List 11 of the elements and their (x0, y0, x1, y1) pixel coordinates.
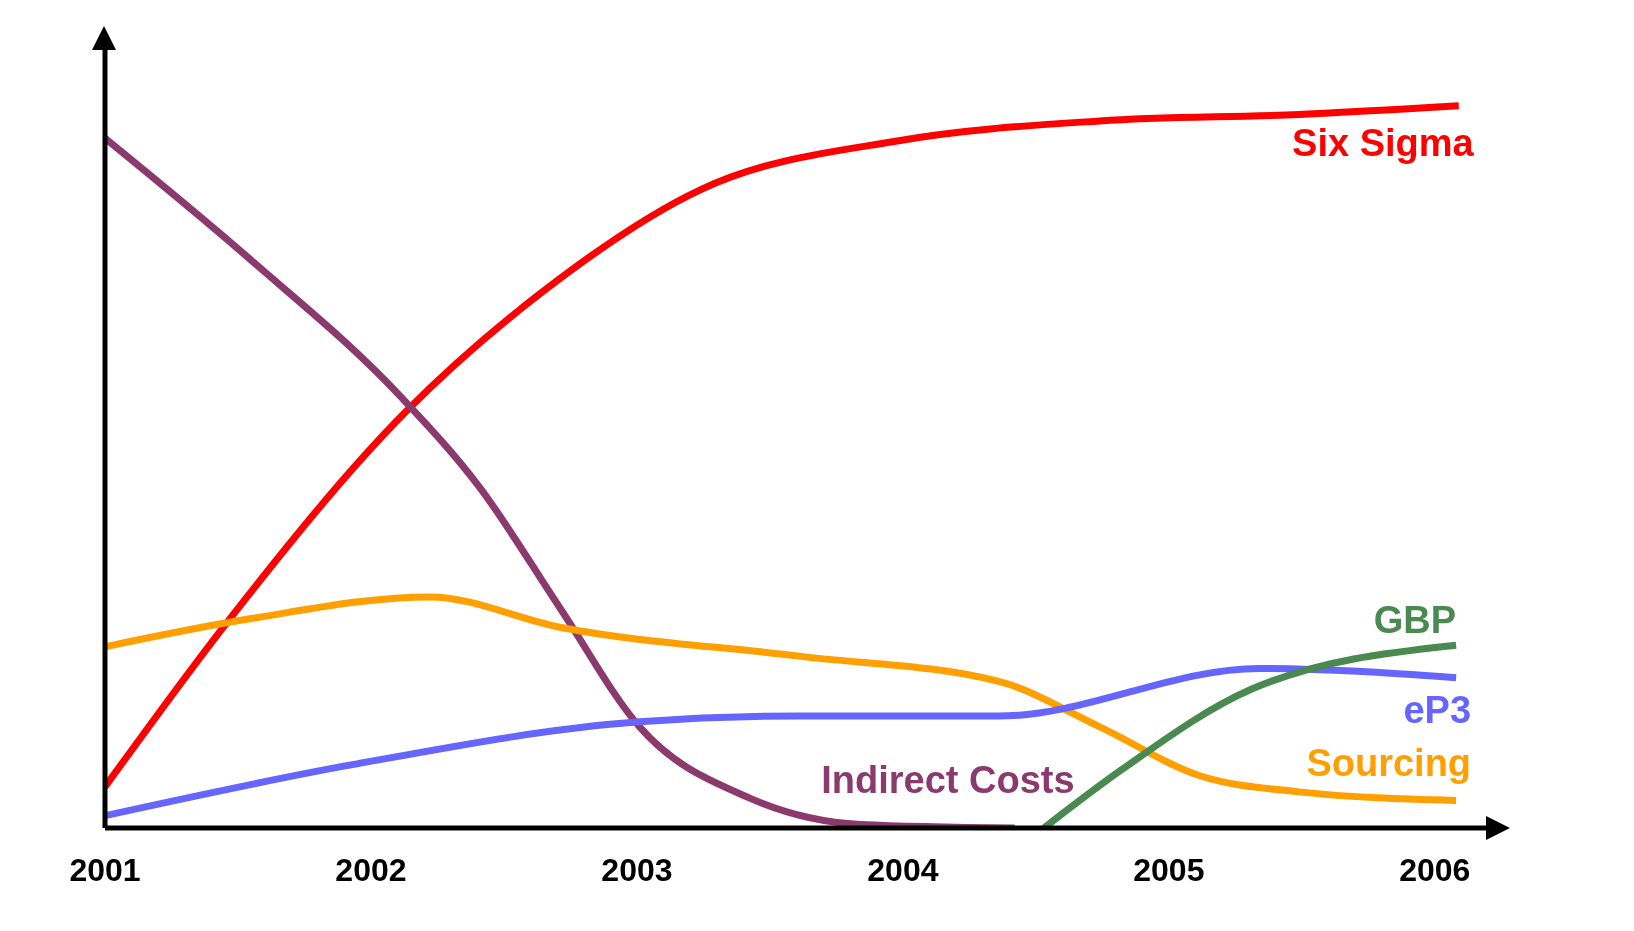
x-tick-label: 2003 (601, 851, 673, 888)
series-label: Sourcing (1306, 741, 1472, 784)
x-tick-label: 2005 (1133, 851, 1205, 888)
x-tick-label: 2006 (1399, 851, 1471, 888)
series-label: GBP (1373, 599, 1457, 642)
x-tick-label: 2004 (867, 851, 939, 888)
series-label: Indirect Costs (821, 759, 1075, 801)
series-label: Six Sigma (1292, 121, 1475, 164)
x-tick-label: 2001 (69, 851, 141, 888)
x-tick-label: 2002 (335, 851, 407, 888)
series-label: eP3 (1403, 688, 1472, 731)
